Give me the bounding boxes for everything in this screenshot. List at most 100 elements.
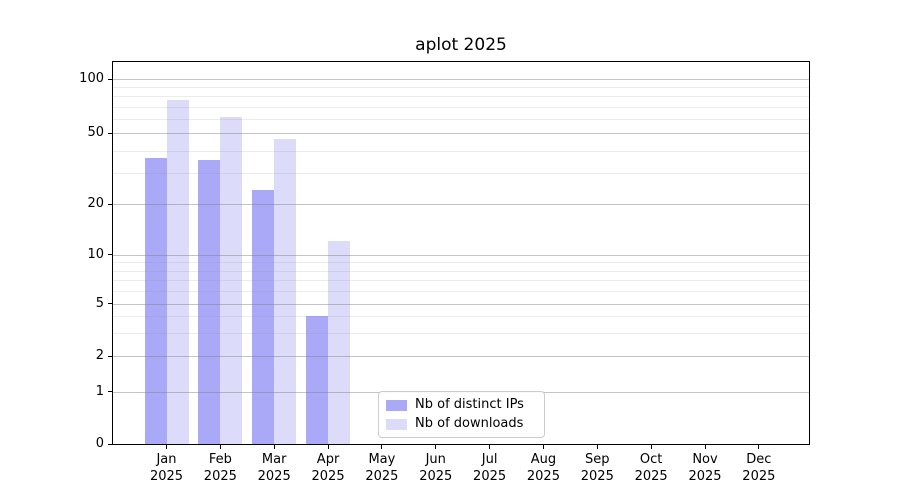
minor-gridline-y7 [113, 279, 809, 281]
minor-gridline-y30 [113, 172, 809, 174]
legend-swatch-distinct-ips [386, 399, 407, 411]
x-tick-label-month: May [368, 452, 396, 467]
x-tick-label-sep: Sep 2025 [567, 452, 627, 485]
legend-entry-distinct-ips: Nb of distinct IPs [386, 397, 537, 413]
y-tick-mark-10 [108, 254, 112, 256]
y-tick-mark-0 [108, 443, 112, 445]
x-tick-label-nov: Nov 2025 [675, 452, 735, 485]
x-tick-label-aug: Aug 2025 [513, 452, 573, 485]
x-tick-label-feb: Feb 2025 [190, 452, 250, 485]
x-tick-label-oct: Oct 2025 [621, 452, 681, 485]
x-tick-label-year: 2025 [742, 468, 776, 484]
minor-gridline-y6 [113, 290, 809, 292]
x-tick-label-year: 2025 [149, 468, 184, 484]
x-tick-mark-apr [327, 445, 329, 449]
x-tick-label-month: Jul [481, 452, 498, 467]
major-gridline-y5 [113, 303, 809, 305]
x-tick-mark-feb [219, 445, 221, 449]
x-tick-label-year: 2025 [526, 468, 560, 484]
x-tick-label-month: Mar [261, 452, 287, 467]
major-gridline-y50 [113, 133, 809, 135]
major-gridline-y100 [113, 79, 809, 80]
x-tick-label-year: 2025 [580, 468, 614, 484]
bar-distinct-ips-jan [144, 158, 167, 444]
x-tick-label-year: 2025 [634, 468, 668, 484]
minor-gridline-y4 [113, 316, 809, 318]
legend-swatch-downloads [386, 418, 407, 430]
x-tick-label-month: Jun [425, 452, 446, 467]
y-tick-label-2: 2 [95, 348, 104, 363]
minor-gridline-y8 [113, 270, 809, 272]
minor-gridline-y40 [113, 150, 809, 152]
y-tick-label-10: 10 [87, 246, 104, 262]
x-tick-label-year: 2025 [311, 468, 345, 484]
minor-gridline-y70 [113, 106, 809, 108]
x-tick-mark-oct [650, 445, 652, 449]
x-tick-label-mar: Mar 2025 [244, 452, 304, 485]
legend-entry-downloads: Nb of downloads [386, 416, 537, 432]
x-tick-label-year: 2025 [365, 468, 399, 484]
x-tick-mark-sep [596, 445, 598, 449]
x-tick-label-year: 2025 [688, 468, 722, 484]
x-tick-label-month: Aug [530, 452, 557, 467]
y-tick-label-1: 1 [95, 383, 104, 399]
major-gridline-y20 [113, 204, 809, 205]
bar-distinct-ips-apr [306, 316, 329, 444]
x-tick-mark-jan [166, 445, 167, 449]
x-tick-mark-aug [542, 445, 544, 449]
x-tick-label-apr: Apr 2025 [298, 452, 358, 485]
x-tick-label-month: Dec [746, 452, 772, 467]
major-gridline-y10 [113, 254, 809, 256]
bar-downloads-mar [274, 139, 297, 444]
x-tick-label-month: Apr [316, 452, 340, 467]
x-tick-label-month: Feb [208, 452, 232, 467]
minor-gridline-y60 [113, 119, 809, 121]
y-tick-mark-20 [108, 203, 112, 205]
minor-gridline-y3 [113, 332, 809, 334]
y-tick-mark-50 [108, 132, 112, 134]
y-tick-label-0: 0 [95, 436, 104, 452]
minor-gridline-y90 [113, 87, 809, 89]
y-tick-label-100: 100 [79, 71, 104, 86]
x-tick-mark-jul [489, 445, 491, 449]
minor-gridline-y9 [113, 262, 809, 264]
x-tick-mark-mar [273, 445, 275, 449]
y-tick-mark-5 [108, 303, 112, 305]
x-tick-mark-dec [758, 445, 760, 449]
y-tick-label-50: 50 [87, 125, 104, 141]
y-tick-label-5: 5 [95, 295, 104, 311]
y-tick-label-20: 20 [87, 196, 104, 211]
bar-distinct-ips-feb [198, 160, 221, 444]
x-tick-label-month: Jan [156, 452, 177, 467]
x-tick-label-month: Oct [639, 452, 663, 467]
y-tick-mark-2 [108, 355, 112, 357]
bar-downloads-feb [220, 117, 243, 444]
x-tick-label-year: 2025 [257, 468, 291, 484]
x-tick-mark-nov [704, 445, 706, 449]
legend: Nb of distinct IPs Nb of downloads [378, 391, 545, 438]
y-tick-mark-1 [108, 391, 112, 393]
plot-area [112, 61, 810, 445]
x-tick-label-jan: Jan 2025 [137, 452, 197, 485]
x-tick-mark-jun [435, 445, 437, 449]
x-tick-mark-may [381, 445, 383, 449]
x-tick-label-year: 2025 [203, 468, 237, 484]
x-tick-label-month: Sep [585, 452, 610, 467]
minor-gridline-y80 [113, 96, 809, 98]
major-gridline-y2 [113, 356, 809, 357]
legend-label-downloads: Nb of downloads [415, 416, 524, 431]
x-tick-label-jun: Jun 2025 [406, 452, 466, 485]
chart-title: aplot 2025 [415, 35, 507, 55]
legend-label-distinct-ips: Nb of distinct IPs [415, 397, 524, 412]
bar-downloads-apr [328, 241, 351, 444]
y-tick-mark-100 [108, 78, 112, 80]
x-tick-label-year: 2025 [419, 468, 453, 484]
x-tick-label-may: May 2025 [352, 452, 412, 485]
bar-downloads-jan [166, 100, 189, 444]
bar-distinct-ips-mar [252, 189, 275, 444]
x-tick-label-month: Nov [692, 452, 718, 467]
x-tick-label-jul: Jul 2025 [460, 452, 520, 485]
x-tick-label-year: 2025 [473, 468, 507, 484]
x-tick-label-dec: Dec 2025 [729, 452, 789, 485]
